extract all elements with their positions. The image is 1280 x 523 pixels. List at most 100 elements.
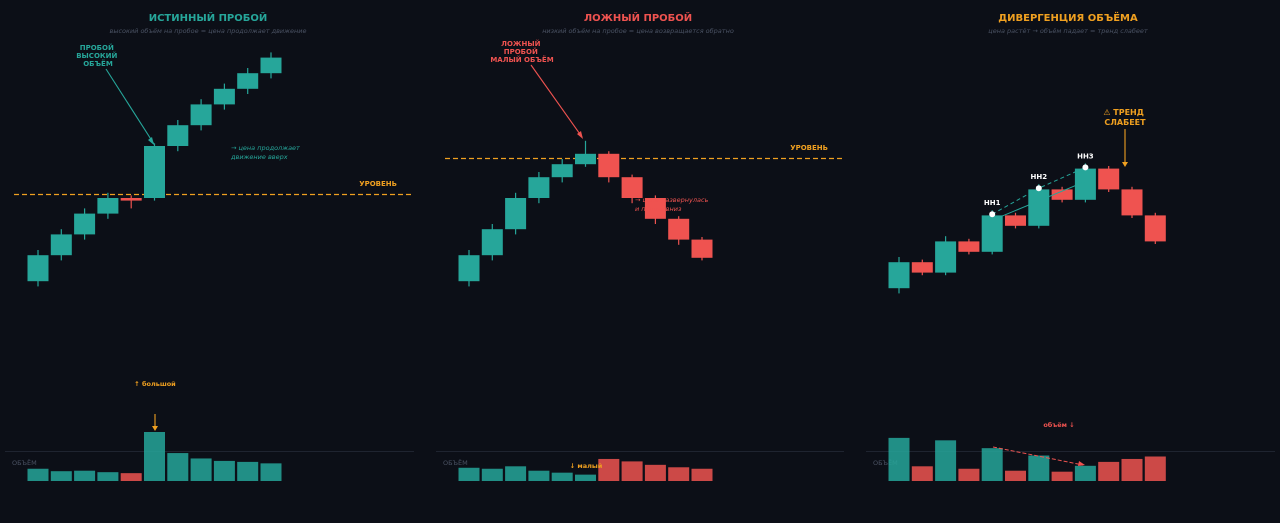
volume-bar <box>1144 456 1166 481</box>
candle-body <box>551 164 573 178</box>
volume-bar <box>27 468 49 481</box>
candle-body <box>598 153 620 178</box>
volume-bar <box>981 448 1003 481</box>
candle-body <box>120 198 142 201</box>
candle-body <box>505 198 527 230</box>
arrow-head <box>152 426 158 431</box>
volume-bar <box>935 440 957 481</box>
candle <box>911 259 933 276</box>
candle-body <box>167 125 189 146</box>
candle <box>167 120 189 152</box>
candle <box>50 229 72 261</box>
candle-body <box>50 234 72 256</box>
annotation-arrow <box>105 68 155 145</box>
volume-bar <box>1074 465 1096 481</box>
volume-bar <box>260 463 282 481</box>
panel-subtitle: низкий объём на пробое = цена возвращает… <box>542 27 734 35</box>
volume-bar <box>1028 455 1050 481</box>
candle <box>237 68 259 94</box>
candle <box>621 174 643 204</box>
candle <box>481 224 503 261</box>
candle <box>888 257 910 294</box>
price-trend-line <box>992 180 1086 221</box>
volume-bar <box>958 468 980 481</box>
candle <box>1121 186 1143 218</box>
candle <box>598 151 620 183</box>
candle-body <box>575 153 596 165</box>
candle-body <box>1051 189 1073 200</box>
higher-high-dot <box>989 211 996 218</box>
higher-highs-markers: HH1 HH2 HH3 <box>984 152 1094 218</box>
volume-bars <box>888 437 1166 481</box>
candle <box>74 208 96 240</box>
volume-bar <box>74 470 96 481</box>
volume-bars <box>27 432 282 481</box>
volume-bar <box>120 473 142 481</box>
annotation-volume-down: объём ↓ <box>1043 421 1074 429</box>
volume-bar <box>888 437 910 481</box>
candle-body <box>644 198 666 219</box>
volume-bar <box>621 461 643 481</box>
candle-body <box>260 57 282 74</box>
annotation-continue: → цена продолжает движение вверх <box>230 144 302 161</box>
divergence-trend-lines <box>991 166 1086 221</box>
candle <box>190 99 212 131</box>
volume-bar <box>575 474 596 481</box>
candle <box>260 52 282 79</box>
candle <box>1051 186 1073 203</box>
volume-bar <box>644 464 666 481</box>
candle-body <box>458 255 480 282</box>
panel-title: ИСТИННЫЙ ПРОБОЙ <box>149 11 268 24</box>
candle <box>505 192 527 235</box>
candle-body <box>1028 189 1050 226</box>
candle-body <box>528 177 550 198</box>
panel-subtitle: высокий объём на пробое = цена продолжае… <box>110 27 307 35</box>
higher-high-label: HH2 <box>1031 173 1048 181</box>
candle <box>1005 212 1026 229</box>
higher-high-dot <box>1082 164 1089 171</box>
higher-high-label: HH1 <box>984 199 1001 207</box>
candle <box>528 172 550 204</box>
candle-body <box>74 213 96 235</box>
panel-false-breakout: ЛОЖНЫЙ ПРОБОЙ низкий объём на пробое = ц… <box>436 11 844 481</box>
candle-body <box>1005 215 1026 226</box>
annotation-reversal: → цена развернулась и пошла вниз <box>635 196 710 213</box>
highs-trend-line <box>991 166 1086 215</box>
candle-body <box>958 241 980 252</box>
volume-bar <box>190 458 212 481</box>
volume-label: ОБЪЁМ <box>873 458 898 467</box>
volume-bar <box>167 453 189 481</box>
candle <box>644 195 666 224</box>
volume-bar <box>551 472 573 481</box>
level-label: УРОВЕНЬ <box>359 180 397 188</box>
candle-body <box>668 218 690 240</box>
annotation-small-volume: ↓ малый <box>570 462 603 470</box>
candle <box>691 237 713 261</box>
candle <box>958 238 980 255</box>
candle-body <box>935 241 957 273</box>
annotation-big-volume: ↑ большой <box>134 380 176 388</box>
volume-bar <box>1098 461 1120 481</box>
annotation-false-breakout: ЛОЖНЫЙ ПРОБОЙ МАЛЫЙ ОБЪЁМ <box>490 39 553 64</box>
candle-body <box>888 262 910 289</box>
candle <box>1098 166 1120 192</box>
arrow-head <box>1122 162 1128 167</box>
candles <box>27 52 282 287</box>
candle <box>575 140 596 167</box>
volume-bar <box>144 432 165 481</box>
candle <box>213 83 235 110</box>
candle-body <box>144 146 165 198</box>
candle-body <box>911 262 933 273</box>
candles <box>458 140 713 287</box>
candle <box>668 216 690 245</box>
volume-bar <box>911 466 933 481</box>
higher-high-label: HH3 <box>1077 152 1094 160</box>
candle-body <box>1121 189 1143 216</box>
annotation-breakout: ПРОБОЙ ВЫСОКИЙ ОБЪЁМ <box>76 43 120 68</box>
volume-bar <box>505 466 527 481</box>
volume-bars <box>458 458 713 481</box>
arrow-head <box>1078 461 1085 466</box>
candle <box>551 159 573 183</box>
candle-body <box>1074 168 1096 200</box>
